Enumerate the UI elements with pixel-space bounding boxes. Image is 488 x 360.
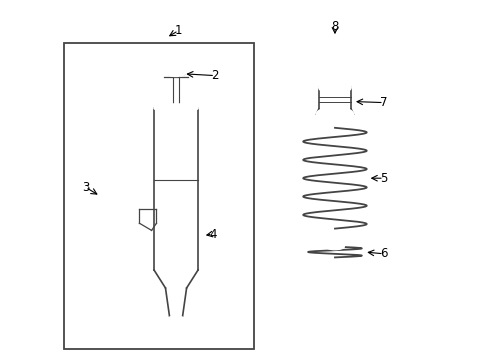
Ellipse shape [169, 320, 182, 328]
Text: 4: 4 [208, 228, 216, 240]
Ellipse shape [163, 316, 188, 332]
Text: 5: 5 [379, 172, 387, 185]
Text: 3: 3 [81, 181, 89, 194]
Ellipse shape [316, 107, 353, 122]
Ellipse shape [200, 239, 220, 251]
Ellipse shape [171, 71, 180, 75]
Ellipse shape [154, 104, 198, 112]
Bar [63, 43, 254, 349]
Text: 6: 6 [379, 247, 387, 260]
Text: 1: 1 [174, 24, 182, 37]
Ellipse shape [166, 69, 185, 76]
Ellipse shape [327, 49, 342, 55]
Text: 2: 2 [211, 69, 219, 82]
Ellipse shape [318, 81, 350, 94]
Ellipse shape [320, 46, 348, 58]
Text: 7: 7 [379, 96, 387, 109]
Text: 8: 8 [330, 21, 338, 33]
Ellipse shape [325, 243, 344, 250]
Ellipse shape [303, 39, 366, 66]
Ellipse shape [205, 242, 215, 248]
